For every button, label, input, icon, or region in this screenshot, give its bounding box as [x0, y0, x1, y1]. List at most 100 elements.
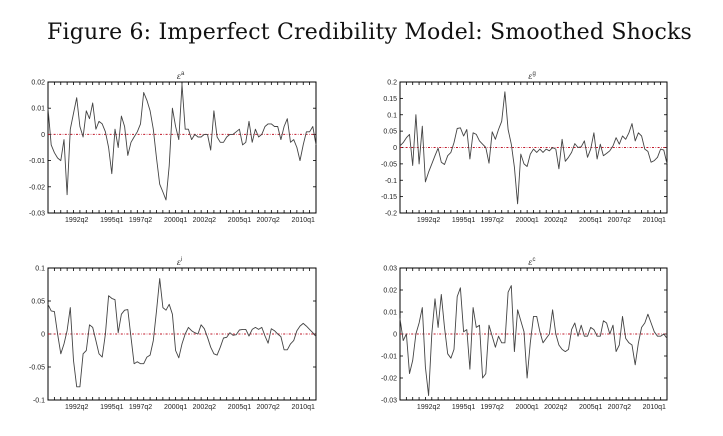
data-point: [63, 343, 64, 344]
data-point: [242, 329, 243, 330]
data-point: [309, 329, 310, 330]
data-point: [232, 134, 233, 135]
data-point: [197, 333, 198, 334]
data-point: [296, 330, 297, 331]
data-point: [403, 340, 404, 341]
data-point: [460, 127, 461, 128]
data-point: [258, 136, 259, 137]
data-point: [185, 129, 186, 130]
data-point: [609, 150, 610, 151]
data-point: [450, 152, 451, 153]
data-point: [406, 333, 407, 334]
data-point: [635, 140, 636, 141]
data-point: [239, 329, 240, 330]
y-tick-label: 0.03: [383, 266, 397, 273]
data-point: [485, 373, 486, 374]
x-tick-label: 2007q2: [608, 404, 631, 411]
data-point: [220, 347, 221, 348]
data-point: [70, 307, 71, 308]
data-point: [268, 123, 269, 124]
data-point: [419, 322, 420, 323]
data-point: [299, 160, 300, 161]
data-point: [83, 353, 84, 354]
y-tick-label: -0.01: [381, 354, 397, 361]
data-point: [105, 333, 106, 334]
data-point: [67, 194, 68, 195]
data-point: [466, 329, 467, 330]
y-tick-label: -0.02: [29, 184, 45, 191]
data-point: [245, 329, 246, 330]
y-tick-label: 0: [393, 332, 397, 339]
data-point: [188, 327, 189, 328]
data-point: [261, 134, 262, 135]
data-point: [111, 173, 112, 174]
data-point: [76, 97, 77, 98]
y-tick-label: -0.03: [29, 211, 45, 218]
data-point: [140, 363, 141, 364]
data-point: [453, 349, 454, 350]
data-point: [226, 337, 227, 338]
data-point: [450, 358, 451, 359]
data-point: [587, 157, 588, 158]
data-point: [114, 129, 115, 130]
x-tick-label: 2010q1: [643, 217, 666, 224]
data-point: [460, 287, 461, 288]
data-point: [536, 316, 537, 317]
panel-title: ε: [177, 72, 181, 81]
data-point: [47, 108, 48, 109]
data-point: [277, 333, 278, 334]
data-point: [498, 129, 499, 130]
data-point: [181, 343, 182, 344]
x-tick-label: 1997q2: [129, 217, 152, 224]
panel-title-superscript: i: [181, 257, 182, 263]
data-point: [207, 134, 208, 135]
data-point: [453, 142, 454, 143]
data-point: [625, 139, 626, 140]
data-point: [232, 335, 233, 336]
y-tick-label: 0.02: [31, 80, 45, 87]
y-tick-label: -0.01: [29, 158, 45, 165]
data-point: [565, 161, 566, 162]
data-point: [143, 363, 144, 364]
data-point: [76, 386, 77, 387]
data-point: [606, 322, 607, 323]
data-point: [641, 327, 642, 328]
data-point: [210, 347, 211, 348]
data-point: [517, 203, 518, 204]
panel-epsilon-c: -0.03 -0.02 -0.01 0 0.01 0.02 0.03 1992q2 1995q1…: [381, 257, 668, 411]
data-point: [644, 149, 645, 150]
y-tick-label: 0.05: [383, 129, 397, 136]
data-point: [229, 332, 230, 333]
x-tick-label: 2005q1: [228, 404, 251, 411]
data-point: [255, 129, 256, 130]
data-point: [549, 333, 550, 334]
x-tick-label: 1992q2: [417, 217, 440, 224]
data-point: [226, 136, 227, 137]
data-point: [236, 131, 237, 132]
data-point: [134, 363, 135, 364]
data-point: [89, 118, 90, 119]
data-point: [444, 164, 445, 165]
y-tick-label: 0.1: [35, 266, 45, 273]
data-point: [647, 314, 648, 315]
data-point: [118, 332, 119, 333]
x-tick-label: 2002q2: [193, 217, 216, 224]
data-point: [492, 131, 493, 132]
panel-epsilon-g: -0.2 -0.15 -0.1 -0.05 0 0.05 0.1 0.15 0.2 1992q2 1…: [381, 71, 668, 224]
y-tick-label: 0.1: [387, 112, 397, 119]
data-point: [121, 116, 122, 117]
data-point: [438, 327, 439, 328]
x-tick-label: 1995q1: [452, 404, 475, 411]
data-point: [79, 126, 80, 127]
data-point: [593, 132, 594, 133]
x-tick-label: 2007q2: [608, 217, 631, 224]
data-point: [245, 142, 246, 143]
data-point: [213, 110, 214, 111]
data-point: [204, 328, 205, 329]
data-point: [201, 136, 202, 137]
data-point: [574, 322, 575, 323]
data-point: [217, 136, 218, 137]
data-point: [108, 295, 109, 296]
data-point: [284, 126, 285, 127]
data-point: [287, 349, 288, 350]
